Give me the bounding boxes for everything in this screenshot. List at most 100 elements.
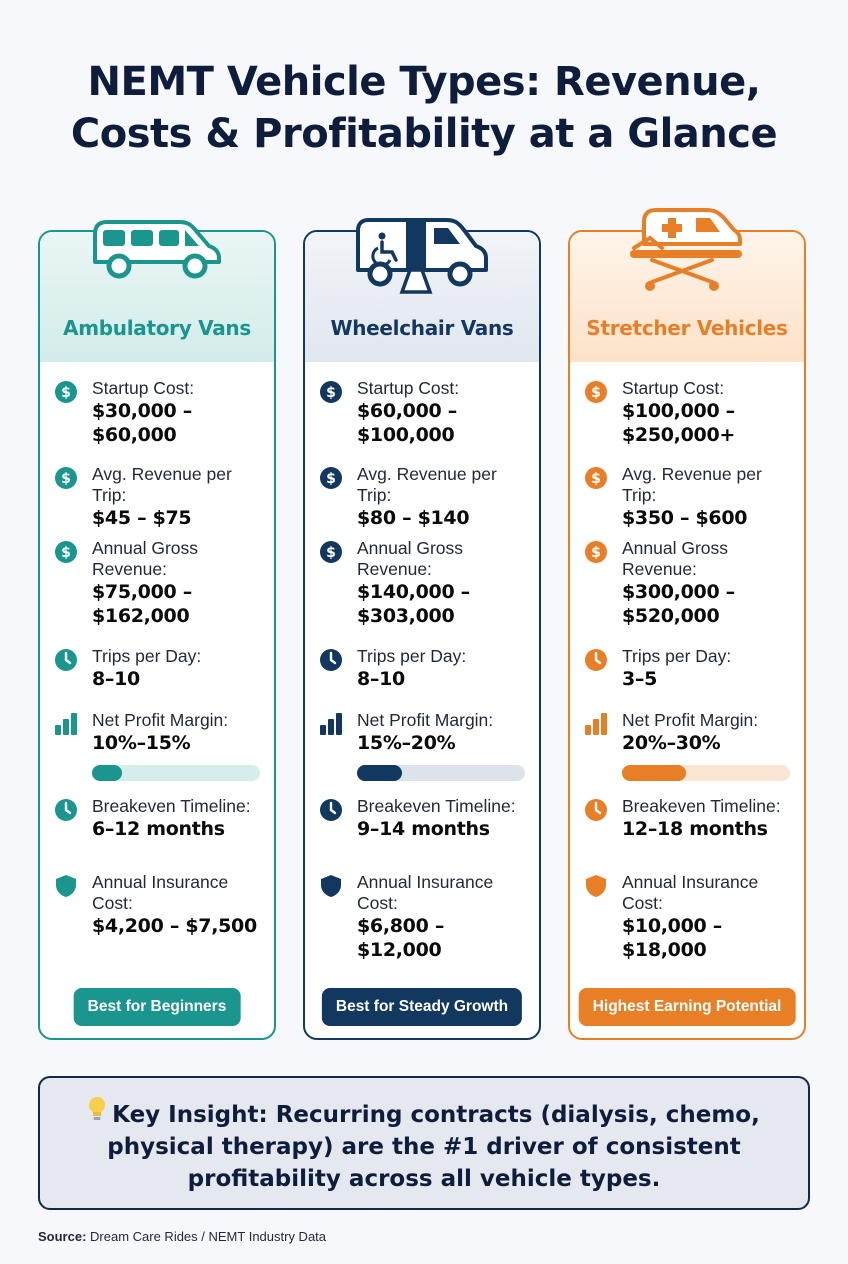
net-profit-margin-value: 10%–15% [92, 732, 191, 754]
dollar-icon: $ [584, 380, 608, 404]
source-label: Source: [38, 1229, 87, 1244]
card-title: Ambulatory Vans [63, 316, 251, 340]
breakeven-label: Breakeven Timeline: [622, 796, 781, 816]
startup-cost-label: Startup Cost: [622, 378, 725, 398]
margin-progress-track [357, 765, 525, 781]
shield-icon [319, 874, 343, 898]
annual-revenue-value: $300,000 – [622, 581, 735, 603]
breakeven-label: Breakeven Timeline: [357, 796, 516, 816]
insurance-value: $6,800 – [357, 915, 445, 937]
van-icon [87, 212, 227, 287]
breakeven-value: 12–18 months [622, 818, 768, 840]
bar-chart-icon [584, 712, 608, 736]
annual-revenue-label: Annual Gross [622, 538, 729, 558]
breakeven-value: 9–14 months [357, 818, 490, 840]
margin-progress-fill [622, 765, 686, 781]
trips-per-day-label: Trips per Day: [92, 646, 202, 666]
svg-text:$: $ [326, 471, 336, 487]
breakeven-row: Breakeven Timeline: 12–18 months [584, 796, 794, 872]
trips-per-day-value: 8–10 [357, 668, 405, 690]
insurance-row: Annual Insurance Cost: $10,000 – $18,000 [584, 872, 794, 962]
insurance-label: Annual Insurance [357, 872, 494, 892]
trips-per-day-value: 3–5 [622, 668, 658, 690]
trips-per-day-row: Trips per Day: 8–10 [54, 646, 264, 710]
annual-revenue-value-cont: $303,000 [357, 605, 455, 627]
startup-cost-value-cont: $250,000+ [622, 424, 735, 446]
insurance-value: $4,200 – $7,500 [92, 915, 257, 937]
clock-icon [584, 648, 608, 672]
revenue-per-trip-row: $ Avg. Revenue per Trip: $45 – $75 [54, 464, 264, 538]
card-badge: Highest Earning Potential [578, 988, 796, 1026]
svg-text:$: $ [61, 545, 71, 561]
net-profit-margin-label: Net Profit Margin: [357, 710, 494, 730]
revenue-per-trip-value: $350 – $600 [622, 507, 748, 529]
startup-cost-row: $ Startup Cost: $60,000 – $100,000 [319, 378, 529, 464]
startup-cost-value: $30,000 – [92, 400, 192, 422]
card-badge: Best for Steady Growth [321, 988, 523, 1026]
dollar-icon: $ [54, 466, 78, 490]
revenue-per-trip-label-cont: Trip: [357, 485, 392, 505]
net-profit-margin-value: 15%–20% [357, 732, 456, 754]
page-title: NEMT Vehicle Types: Revenue, Costs & Pro… [0, 56, 848, 160]
dollar-icon: $ [584, 466, 608, 490]
startup-cost-row: $ Startup Cost: $30,000 – $60,000 [54, 378, 264, 464]
card-title: Wheelchair Vans [330, 316, 514, 340]
trips-per-day-row: Trips per Day: 3–5 [584, 646, 794, 710]
breakeven-label: Breakeven Timeline: [92, 796, 251, 816]
insurance-value: $10,000 – [622, 915, 722, 937]
insight-line-2: physical therapy) are the #1 driver of c… [107, 1134, 741, 1160]
annual-revenue-label: Annual Gross [357, 538, 464, 558]
annual-revenue-value-cont: $520,000 [622, 605, 720, 627]
card-title: Stretcher Vehicles [586, 316, 788, 340]
dollar-icon: $ [319, 380, 343, 404]
svg-text:$: $ [326, 385, 336, 401]
net-profit-margin-row: Net Profit Margin: 15%–20% [319, 710, 529, 796]
breakeven-row: Breakeven Timeline: 6–12 months [54, 796, 264, 872]
insurance-label: Annual Insurance [622, 872, 759, 892]
clock-icon [54, 648, 78, 672]
insight-line-3: profitability across all vehicle types. [187, 1166, 661, 1192]
startup-cost-row: $ Startup Cost: $100,000 – $250,000+ [584, 378, 794, 464]
svg-text:$: $ [61, 385, 71, 401]
insurance-row: Annual Insurance Cost: $6,800 – $12,000 [319, 872, 529, 962]
insurance-label-cont: Cost: [357, 893, 398, 913]
vehicle-card: Wheelchair Vans $ Startup Cost: $60,000 … [303, 230, 541, 1040]
startup-cost-value: $100,000 – [622, 400, 735, 422]
net-profit-margin-row: Net Profit Margin: 10%–15% [54, 710, 264, 796]
startup-cost-value-cont: $60,000 [92, 424, 177, 446]
trips-per-day-row: Trips per Day: 8–10 [319, 646, 529, 710]
svg-text:$: $ [591, 471, 601, 487]
annual-revenue-row: $ Annual Gross Revenue: $75,000 – $162,0… [54, 538, 264, 646]
dollar-icon: $ [54, 380, 78, 404]
revenue-per-trip-value: $45 – $75 [92, 507, 192, 529]
insight-line-1: Key Insight: Recurring contracts (dialys… [112, 1102, 760, 1128]
lightbulb-icon [88, 1096, 106, 1131]
insurance-label-cont: Cost: [92, 893, 133, 913]
net-profit-margin-row: Net Profit Margin: 20%–30% [584, 710, 794, 796]
revenue-per-trip-label: Avg. Revenue per [622, 464, 762, 484]
trips-per-day-label: Trips per Day: [357, 646, 467, 666]
card-metrics: $ Startup Cost: $30,000 – $60,000 $ Avg.… [54, 378, 264, 938]
trips-per-day-value: 8–10 [92, 668, 140, 690]
source-note: Source: Dream Care Rides / NEMT Industry… [38, 1229, 326, 1244]
svg-text:$: $ [326, 545, 336, 561]
dollar-icon: $ [319, 466, 343, 490]
insurance-row: Annual Insurance Cost: $4,200 – $7,500 [54, 872, 264, 938]
clock-icon [54, 798, 78, 822]
startup-cost-value: $60,000 – [357, 400, 457, 422]
insurance-value-cont: $18,000 [622, 939, 707, 961]
margin-progress-track [92, 765, 260, 781]
title-line-1: NEMT Vehicle Types: Revenue, [87, 59, 761, 105]
bar-chart-icon [54, 712, 78, 736]
vehicle-card: Ambulatory Vans $ Startup Cost: $30,000 … [38, 230, 276, 1040]
source-text: Dream Care Rides / NEMT Industry Data [86, 1229, 327, 1244]
insurance-label-cont: Cost: [622, 893, 663, 913]
insurance-value-cont: $12,000 [357, 939, 442, 961]
startup-cost-label: Startup Cost: [92, 378, 195, 398]
trips-per-day-label: Trips per Day: [622, 646, 732, 666]
clock-icon [319, 648, 343, 672]
vehicle-card: Stretcher Vehicles $ Startup Cost: $100,… [568, 230, 806, 1040]
annual-revenue-row: $ Annual Gross Revenue: $300,000 – $520,… [584, 538, 794, 646]
net-profit-margin-label: Net Profit Margin: [92, 710, 229, 730]
clock-icon [319, 798, 343, 822]
